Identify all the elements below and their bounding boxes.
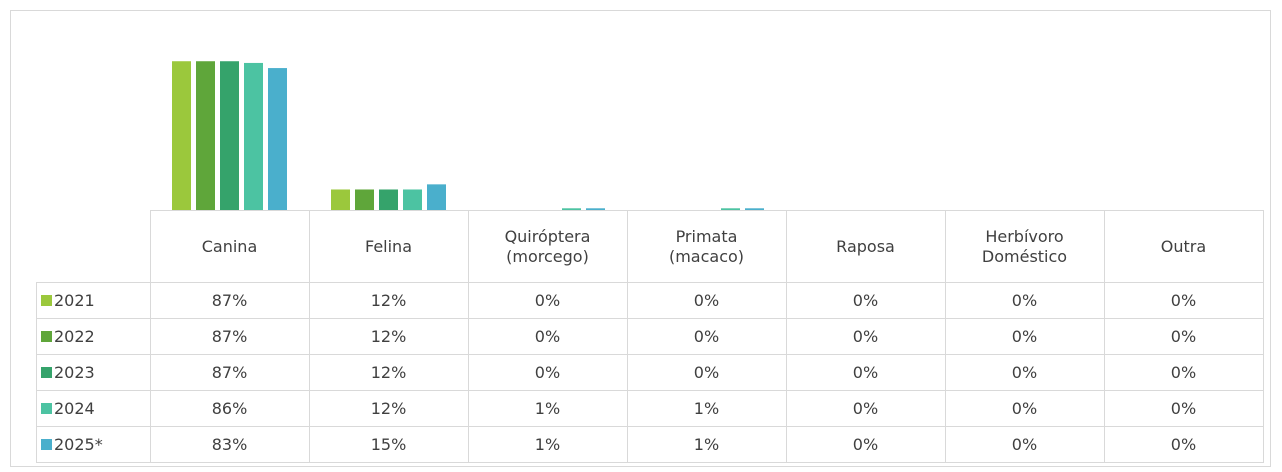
data-table: Canina Felina Quiróptera (morcego) Primata … [36, 210, 1264, 463]
value-cell: 87% [149, 354, 310, 391]
category-cell: Quiróptera (morcego) [467, 210, 628, 283]
value-cell: 0% [785, 282, 946, 319]
category-cell: Outra [1103, 210, 1264, 283]
value-cell: 12% [308, 318, 469, 355]
value-cell: 12% [308, 390, 469, 427]
header-row: Canina Felina Quiróptera (morcego) Primata … [37, 210, 1264, 283]
category-label: Felina [364, 236, 412, 256]
chart-frame [10, 10, 1271, 467]
bar [268, 68, 287, 210]
category-cell: Herbívoro Doméstico [944, 210, 1105, 283]
bar [172, 61, 191, 211]
bar [379, 189, 398, 210]
series-row: 2024 86% 12% 1% 1% 0% 0% 0% [36, 390, 1264, 427]
bar [427, 184, 446, 210]
value-cell: 0% [785, 318, 946, 355]
bar [403, 189, 422, 210]
value-cell: 0% [944, 426, 1105, 463]
value-cell: 0% [785, 354, 946, 391]
value-cell: 83% [149, 426, 310, 463]
category-label: Quiróptera (morcego) [504, 226, 591, 266]
bar [721, 208, 740, 210]
legend-swatch [41, 331, 52, 342]
value-cell: 86% [149, 390, 310, 427]
value-cell: 12% [308, 354, 469, 391]
legend-cell: 2022 [36, 318, 151, 355]
value-cell: 0% [1103, 318, 1264, 355]
value-cell: 0% [626, 354, 787, 391]
value-cell: 0% [467, 354, 628, 391]
category-label: Raposa [836, 236, 895, 256]
category-label: Herbívoro Doméstico [981, 226, 1068, 266]
legend-cell: 2023 [36, 354, 151, 391]
bar [244, 62, 263, 210]
value-cell: 0% [785, 426, 946, 463]
legend-cell: 2021 [36, 282, 151, 319]
value-cell: 0% [1103, 354, 1264, 391]
value-cell: 1% [467, 426, 628, 463]
value-cell: 12% [308, 282, 469, 319]
legend-label: 2021 [54, 291, 95, 310]
value-cell: 0% [1103, 426, 1264, 463]
value-cell: 1% [626, 426, 787, 463]
value-cell: 0% [467, 282, 628, 319]
value-cell: 87% [149, 318, 310, 355]
bar [586, 208, 605, 210]
value-cell: 0% [944, 354, 1105, 391]
series-row: 2025* 83% 15% 1% 1% 0% 0% 0% [36, 426, 1264, 463]
bar [562, 208, 581, 210]
value-cell: 15% [308, 426, 469, 463]
legend-swatch [41, 403, 52, 414]
value-cell: 1% [467, 390, 628, 427]
blank-cell [37, 211, 151, 283]
category-cell: Felina [308, 210, 469, 283]
bar [331, 189, 350, 210]
value-cell: 0% [785, 390, 946, 427]
bar [745, 208, 764, 210]
value-cell: 87% [149, 282, 310, 319]
category-label: Canina [201, 236, 258, 256]
legend-label: 2023 [54, 363, 95, 382]
legend-swatch [41, 295, 52, 306]
value-cell: 0% [626, 318, 787, 355]
legend-cell: 2024 [36, 390, 151, 427]
legend-swatch [41, 367, 52, 378]
category-label: Outra [1160, 236, 1207, 256]
value-cell: 0% [944, 318, 1105, 355]
bar [355, 189, 374, 210]
legend-cell: 2025* [36, 426, 151, 463]
value-cell: 1% [626, 390, 787, 427]
category-cell: Raposa [785, 210, 946, 283]
value-cell: 0% [944, 390, 1105, 427]
bar [196, 61, 215, 211]
legend-label: 2022 [54, 327, 95, 346]
value-cell: 0% [1103, 282, 1264, 319]
category-label: Primata (macaco) [668, 226, 745, 266]
category-cell: Canina [149, 210, 310, 283]
value-cell: 0% [1103, 390, 1264, 427]
value-cell: 0% [944, 282, 1105, 319]
legend-swatch [41, 439, 52, 450]
series-row: 2023 87% 12% 0% 0% 0% 0% 0% [36, 354, 1264, 391]
value-cell: 0% [467, 318, 628, 355]
legend-label: 2024 [54, 399, 95, 418]
value-cell: 0% [626, 282, 787, 319]
series-row: 2021 87% 12% 0% 0% 0% 0% 0% [36, 282, 1264, 319]
legend-label: 2025* [54, 435, 103, 454]
bar [220, 61, 239, 211]
series-row: 2022 87% 12% 0% 0% 0% 0% 0% [36, 318, 1264, 355]
category-cell: Primata (macaco) [626, 210, 787, 283]
